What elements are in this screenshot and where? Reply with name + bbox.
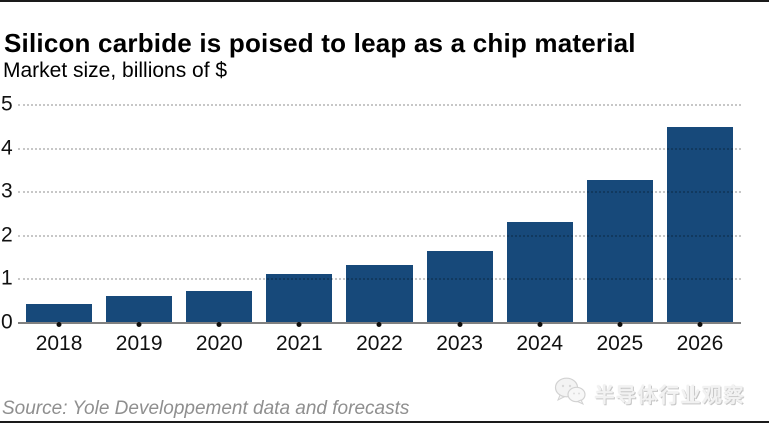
- gridline-3: [18, 191, 741, 194]
- x-tick-label-2020: 2020: [195, 332, 243, 355]
- bar-column-2025: 2025: [586, 104, 653, 355]
- y-tick-label-5: 5: [1, 92, 13, 116]
- bar-2025: [586, 180, 653, 322]
- x-tick-label-2021: 2021: [276, 332, 323, 355]
- x-tick-2021: [296, 322, 302, 327]
- y-tick-label-0: 0: [1, 310, 13, 334]
- bar-2024: [506, 221, 573, 322]
- bar-2021: [266, 274, 333, 322]
- gridline-4: [18, 147, 741, 150]
- bar-column-2021: 2021: [266, 104, 333, 355]
- bar-2018: [26, 303, 93, 322]
- bar-column-2020: 2020: [186, 104, 253, 355]
- x-tick-2026: [697, 322, 703, 327]
- bar-column-2018: 2018: [26, 104, 93, 355]
- gridline-5: [18, 104, 741, 106]
- x-tick-label-2022: 2022: [356, 332, 403, 355]
- bar-2020: [186, 290, 253, 322]
- x-tick-2019: [136, 322, 142, 327]
- x-tick-2022: [376, 322, 382, 327]
- bar-2026: [666, 127, 733, 322]
- watermark: 半导体行业观察: [554, 377, 746, 410]
- watermark-text: 半导体行业观察: [594, 385, 745, 407]
- bottom-rule: [0, 421, 769, 423]
- x-tick-label-2019: 2019: [115, 332, 163, 355]
- plot-area: 2018 2019 2020 2021 2022 2023 2024 2025 2026: [18, 104, 741, 355]
- gridline-1: [18, 278, 741, 281]
- x-tick-label-2024: 2024: [516, 332, 564, 355]
- source-note: Source: Yole Developpement data and fore…: [2, 398, 410, 419]
- y-tick-label-3: 3: [1, 179, 13, 203]
- x-tick-2025: [617, 322, 623, 327]
- x-tick-2024: [537, 322, 543, 327]
- bar-2019: [106, 295, 173, 322]
- bar-column-2024: 2024: [506, 104, 573, 355]
- bar-2022: [346, 264, 413, 322]
- x-tick-label-2025: 2025: [596, 332, 644, 355]
- top-rule: [0, 0, 769, 2]
- chart-title: Silicon carbide is poised to leap as a c…: [4, 28, 636, 59]
- y-tick-label-4: 4: [1, 136, 13, 160]
- wechat-icon: [554, 377, 586, 410]
- x-tick-2023: [457, 322, 463, 327]
- bar-column-2022: 2022: [346, 104, 413, 355]
- x-tick-label-2026: 2026: [676, 332, 724, 355]
- bar-column-2026: 2026: [666, 104, 733, 355]
- bar-2023: [426, 250, 493, 322]
- x-tick-2018: [56, 322, 62, 327]
- x-tick-2020: [216, 322, 222, 327]
- y-tick-label-2: 2: [1, 223, 13, 247]
- chart-subtitle: Market size, billions of $: [3, 59, 228, 82]
- y-tick-label-1: 1: [1, 266, 13, 290]
- bar-series: 2018 2019 2020 2021 2022 2023 2024 2025 2026: [18, 104, 741, 355]
- x-tick-label-2023: 2023: [436, 332, 483, 355]
- gridline-2: [18, 234, 741, 237]
- bar-column-2019: 2019: [106, 104, 173, 355]
- x-tick-label-2018: 2018: [35, 332, 83, 355]
- bar-column-2023: 2023: [426, 104, 493, 355]
- y-axis: 0 1 2 3 4 5: [1, 94, 19, 333]
